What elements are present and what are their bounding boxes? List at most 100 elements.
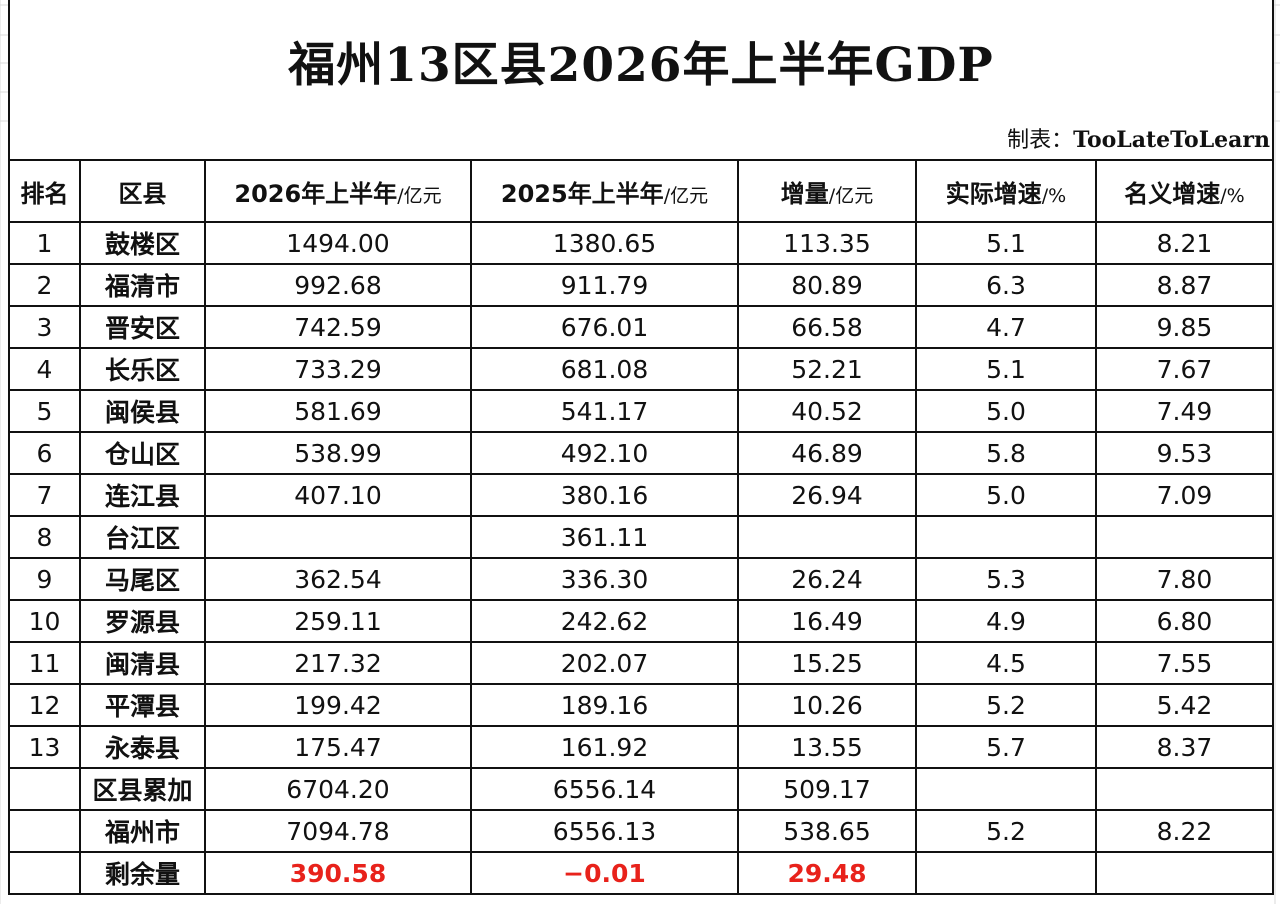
table-cell[interactable]: 7 bbox=[10, 473, 81, 517]
table-cell[interactable] bbox=[1095, 515, 1272, 559]
column-header[interactable]: 名义增速/% bbox=[1095, 159, 1272, 223]
table-cell[interactable]: 6.80 bbox=[1095, 599, 1272, 643]
table-cell[interactable]: 26.24 bbox=[737, 557, 917, 601]
table-cell[interactable]: 6556.13 bbox=[470, 809, 739, 853]
table-cell[interactable]: 541.17 bbox=[470, 389, 739, 433]
table-cell[interactable]: 9 bbox=[10, 557, 81, 601]
column-header[interactable]: 区县 bbox=[79, 159, 206, 223]
table-cell[interactable] bbox=[1095, 851, 1272, 895]
table-cell[interactable]: 福州市 bbox=[79, 809, 206, 853]
table-cell[interactable]: 336.30 bbox=[470, 557, 739, 601]
table-cell[interactable]: 52.21 bbox=[737, 347, 917, 391]
table-cell[interactable]: 40.52 bbox=[737, 389, 917, 433]
table-cell[interactable]: 永泰县 bbox=[79, 725, 206, 769]
table-cell[interactable]: 113.35 bbox=[737, 221, 917, 265]
table-cell[interactable]: 平潭县 bbox=[79, 683, 206, 727]
table-cell[interactable]: 闽侯县 bbox=[79, 389, 206, 433]
table-cell[interactable]: 台江区 bbox=[79, 515, 206, 559]
table-cell[interactable]: 80.89 bbox=[737, 263, 917, 307]
table-cell[interactable]: 闽清县 bbox=[79, 641, 206, 685]
table-cell[interactable]: 10 bbox=[10, 599, 81, 643]
table-cell[interactable]: 175.47 bbox=[204, 725, 472, 769]
table-cell[interactable]: 66.58 bbox=[737, 305, 917, 349]
table-cell[interactable]: 29.48 bbox=[737, 851, 917, 895]
table-cell[interactable]: 区县累加 bbox=[79, 767, 206, 811]
table-cell[interactable]: 7094.78 bbox=[204, 809, 472, 853]
table-cell[interactable]: 8 bbox=[10, 515, 81, 559]
table-cell[interactable]: 剩余量 bbox=[79, 851, 206, 895]
table-cell[interactable]: 5.3 bbox=[915, 557, 1097, 601]
table-cell[interactable]: 380.16 bbox=[470, 473, 739, 517]
table-cell[interactable]: 4.5 bbox=[915, 641, 1097, 685]
table-cell[interactable]: 8.21 bbox=[1095, 221, 1272, 265]
table-cell[interactable]: 26.94 bbox=[737, 473, 917, 517]
table-cell[interactable]: 2 bbox=[10, 263, 81, 307]
maker-cell[interactable]: 制表：TooLateToLearn bbox=[10, 117, 1272, 159]
table-cell[interactable]: 8.87 bbox=[1095, 263, 1272, 307]
table-cell[interactable]: 5.2 bbox=[915, 809, 1097, 853]
table-cell[interactable]: 1380.65 bbox=[470, 221, 739, 265]
table-cell[interactable]: 8.22 bbox=[1095, 809, 1272, 853]
table-cell[interactable] bbox=[915, 515, 1097, 559]
table-cell[interactable]: 7.55 bbox=[1095, 641, 1272, 685]
table-cell[interactable]: 46.89 bbox=[737, 431, 917, 475]
table-cell[interactable]: 407.10 bbox=[204, 473, 472, 517]
table-cell[interactable]: −0.01 bbox=[470, 851, 739, 895]
table-cell[interactable]: 10.26 bbox=[737, 683, 917, 727]
table-cell[interactable]: 8.37 bbox=[1095, 725, 1272, 769]
table-cell[interactable] bbox=[10, 767, 81, 811]
table-cell[interactable]: 晋安区 bbox=[79, 305, 206, 349]
table-cell[interactable]: 390.58 bbox=[204, 851, 472, 895]
table-cell[interactable]: 361.11 bbox=[470, 515, 739, 559]
table-cell[interactable]: 538.65 bbox=[737, 809, 917, 853]
table-cell[interactable]: 6.3 bbox=[915, 263, 1097, 307]
table-cell[interactable]: 1494.00 bbox=[204, 221, 472, 265]
table-cell[interactable]: 581.69 bbox=[204, 389, 472, 433]
table-cell[interactable]: 罗源县 bbox=[79, 599, 206, 643]
column-header[interactable]: 实际增速/% bbox=[915, 159, 1097, 223]
table-cell[interactable]: 7.09 bbox=[1095, 473, 1272, 517]
table-cell[interactable]: 362.54 bbox=[204, 557, 472, 601]
table-cell[interactable]: 5.7 bbox=[915, 725, 1097, 769]
table-cell[interactable]: 马尾区 bbox=[79, 557, 206, 601]
table-cell[interactable]: 4.7 bbox=[915, 305, 1097, 349]
title-cell[interactable]: 福州13区县2026年上半年GDP bbox=[10, 0, 1272, 117]
table-cell[interactable]: 189.16 bbox=[470, 683, 739, 727]
table-cell[interactable]: 5.1 bbox=[915, 347, 1097, 391]
table-cell[interactable]: 742.59 bbox=[204, 305, 472, 349]
table-cell[interactable]: 16.49 bbox=[737, 599, 917, 643]
table-cell[interactable]: 676.01 bbox=[470, 305, 739, 349]
table-cell[interactable]: 6 bbox=[10, 431, 81, 475]
table-cell[interactable]: 492.10 bbox=[470, 431, 739, 475]
table-cell[interactable]: 217.32 bbox=[204, 641, 472, 685]
table-cell[interactable]: 5.2 bbox=[915, 683, 1097, 727]
table-cell[interactable]: 911.79 bbox=[470, 263, 739, 307]
table-cell[interactable]: 11 bbox=[10, 641, 81, 685]
table-cell[interactable]: 733.29 bbox=[204, 347, 472, 391]
table-cell[interactable] bbox=[915, 851, 1097, 895]
table-cell[interactable]: 长乐区 bbox=[79, 347, 206, 391]
table-cell[interactable]: 1 bbox=[10, 221, 81, 265]
table-cell[interactable]: 202.07 bbox=[470, 641, 739, 685]
table-cell[interactable]: 6556.14 bbox=[470, 767, 739, 811]
table-cell[interactable]: 509.17 bbox=[737, 767, 917, 811]
table-cell[interactable]: 538.99 bbox=[204, 431, 472, 475]
table-cell[interactable]: 4.9 bbox=[915, 599, 1097, 643]
table-cell[interactable]: 992.68 bbox=[204, 263, 472, 307]
table-cell[interactable]: 5.1 bbox=[915, 221, 1097, 265]
table-cell[interactable]: 5.42 bbox=[1095, 683, 1272, 727]
table-cell[interactable]: 13 bbox=[10, 725, 81, 769]
table-cell[interactable]: 259.11 bbox=[204, 599, 472, 643]
table-cell[interactable] bbox=[1095, 767, 1272, 811]
table-cell[interactable]: 12 bbox=[10, 683, 81, 727]
table-cell[interactable]: 5.8 bbox=[915, 431, 1097, 475]
table-cell[interactable]: 242.62 bbox=[470, 599, 739, 643]
table-cell[interactable] bbox=[204, 515, 472, 559]
table-cell[interactable]: 7.67 bbox=[1095, 347, 1272, 391]
table-cell[interactable]: 7.80 bbox=[1095, 557, 1272, 601]
table-cell[interactable] bbox=[10, 809, 81, 853]
table-cell[interactable]: 福清市 bbox=[79, 263, 206, 307]
table-cell[interactable]: 鼓楼区 bbox=[79, 221, 206, 265]
table-cell[interactable]: 5 bbox=[10, 389, 81, 433]
table-cell[interactable]: 6704.20 bbox=[204, 767, 472, 811]
